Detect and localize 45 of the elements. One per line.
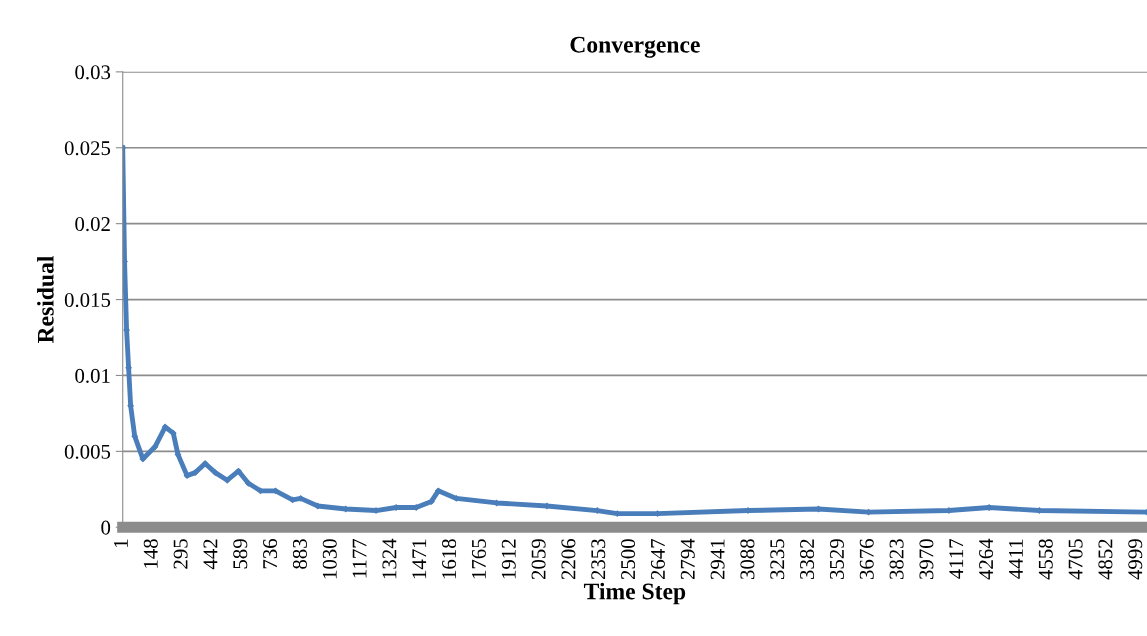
y-tick-label: 0.03	[75, 65, 111, 80]
x-tick-label: 2353	[591, 539, 606, 580]
x-tick-label: 3676	[859, 538, 874, 580]
x-tick-label: 4558	[1038, 539, 1053, 580]
x-tick-label: 2500	[621, 539, 636, 580]
x-tick-label: 442	[203, 539, 218, 570]
x-tick-label: 883	[292, 539, 307, 569]
y-axis-title: Residual	[37, 256, 54, 344]
x-tick-label: 4264	[979, 538, 994, 580]
x-tick-label: 3235	[770, 539, 785, 580]
y-tick-label: 0.02	[75, 217, 110, 232]
x-tick-label: 1177	[352, 538, 367, 578]
x-tick-label: 589	[233, 539, 248, 569]
x-tick-label: 295	[173, 539, 188, 569]
x-tick-label: 1471	[412, 539, 427, 579]
x-tick-label: 2647	[650, 538, 665, 580]
y-tick-label: 0.005	[64, 444, 111, 459]
x-tick-label: 3529	[829, 539, 844, 580]
x-tick-label: 2206	[561, 538, 576, 580]
y-tick-label: 0.015	[64, 292, 111, 308]
x-tick-label: 2794	[680, 538, 695, 580]
x-tick-label: 3970	[919, 539, 934, 580]
x-tick-label: 1618	[442, 539, 457, 579]
x-tick-label: 4117	[949, 538, 964, 579]
x-tick-label: 4705	[1068, 539, 1083, 580]
x-tick-label: 3088	[740, 539, 755, 580]
x-tick-label: 1765	[471, 539, 486, 579]
x-tick-label: 1030	[322, 539, 337, 579]
x-tick-label: 736	[263, 538, 278, 569]
x-tick-label: 3382	[800, 539, 815, 580]
chart-title: Convergence	[570, 36, 700, 58]
x-tick-label: 2941	[710, 539, 725, 580]
x-tick-label: 1912	[501, 539, 516, 579]
y-tick-label: 0.025	[64, 141, 111, 156]
x-tick-label: 3823	[889, 539, 904, 580]
x-tick-label: 1	[113, 539, 128, 547]
x-tick-label: 148	[143, 539, 158, 568]
x-tick-label: 4999	[1128, 539, 1143, 580]
x-axis-title: Time Step	[583, 582, 686, 605]
x-tick-label: 4411	[1008, 539, 1023, 579]
x-tick-label: 1324	[382, 538, 397, 579]
y-tick-label: 0	[101, 520, 111, 535]
y-tick-label: 0.01	[75, 368, 110, 383]
x-tick-label: 4852	[1098, 539, 1113, 580]
x-tick-label: 2059	[531, 539, 546, 580]
